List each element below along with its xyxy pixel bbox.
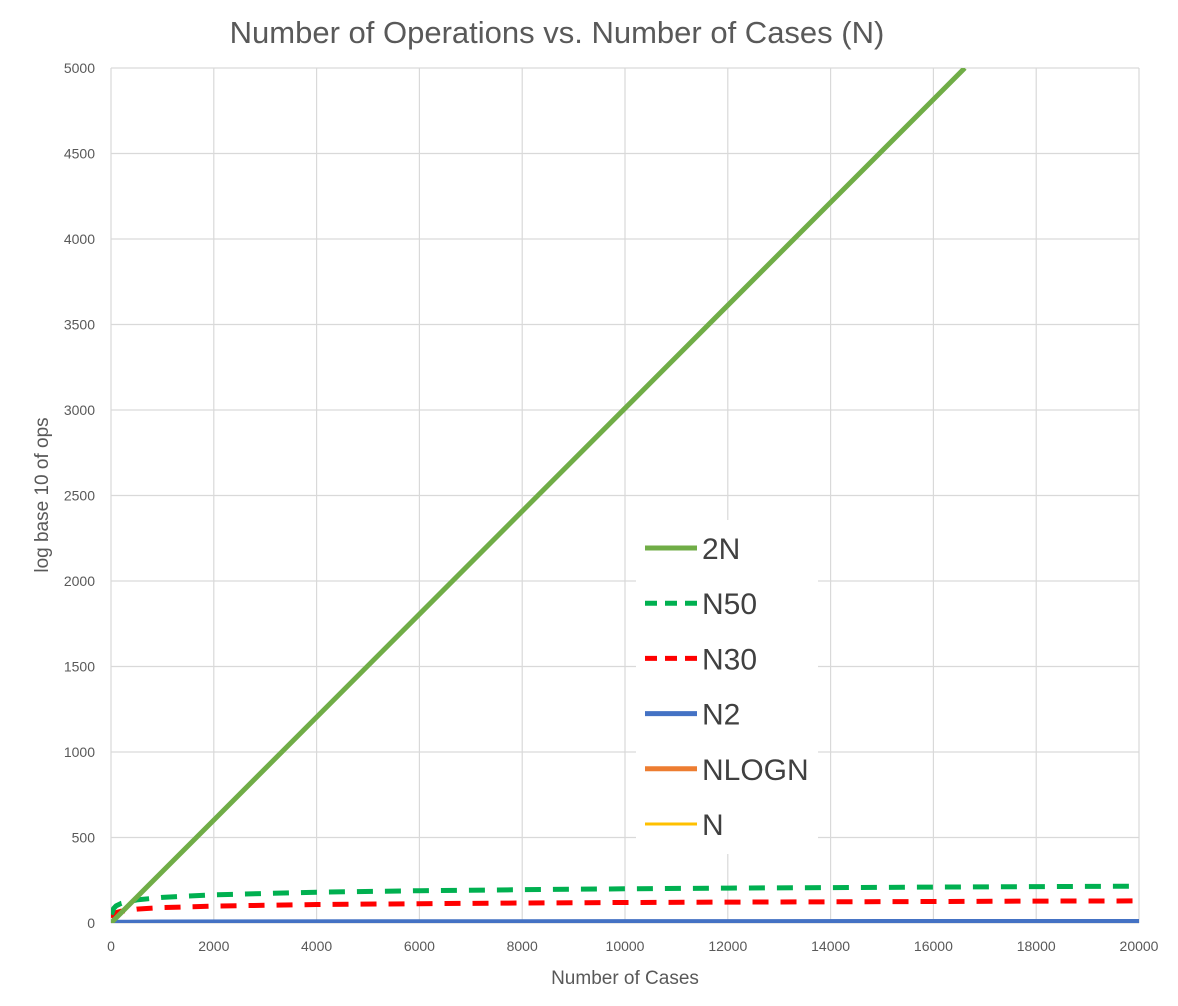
x-tick-label: 0 <box>107 938 115 954</box>
y-tick-label: 5000 <box>64 60 95 76</box>
y-tick-label: 2500 <box>64 488 95 504</box>
x-tick-label: 14000 <box>811 938 850 954</box>
x-tick-label: 8000 <box>507 938 538 954</box>
legend-label-n: N <box>702 809 724 842</box>
y-tick-label: 1000 <box>64 744 95 760</box>
x-tick-label: 16000 <box>914 938 953 954</box>
series-line-2n <box>111 68 967 923</box>
x-tick-label: 20000 <box>1120 938 1159 954</box>
y-tick-label: 1500 <box>64 659 95 675</box>
legend: 2N N50 N30 N2 NLOGN N <box>636 520 818 854</box>
y-axis-ticks: 0 500 1000 1500 2000 2500 3000 3500 4000 4500 5000 <box>64 60 95 931</box>
legend-label-n50: N50 <box>702 588 757 621</box>
series-lines <box>111 68 1139 923</box>
chart-title: Number of Operations vs. Number of Cases… <box>230 15 885 50</box>
x-tick-label: 18000 <box>1017 938 1056 954</box>
legend-label-2n: 2N <box>702 533 740 566</box>
x-tick-label: 10000 <box>606 938 645 954</box>
y-tick-label: 4500 <box>64 146 95 162</box>
x-tick-label: 2000 <box>198 938 229 954</box>
y-tick-label: 3500 <box>64 317 95 333</box>
series-line-n2 <box>111 919 1139 923</box>
y-axis-title: log base 10 of ops <box>32 417 53 572</box>
y-tick-label: 0 <box>87 915 95 931</box>
legend-label-n30: N30 <box>702 643 757 676</box>
y-tick-label: 500 <box>72 830 96 846</box>
x-tick-label: 12000 <box>708 938 747 954</box>
y-tick-label: 4000 <box>64 231 95 247</box>
x-tick-label: 4000 <box>301 938 332 954</box>
x-axis-ticks: 0 2000 4000 6000 8000 10000 12000 14000 16000 180… <box>107 938 1159 954</box>
legend-label-nlogn: NLOGN <box>702 754 809 787</box>
y-tick-label: 2000 <box>64 573 95 589</box>
legend-label-n2: N2 <box>702 699 740 732</box>
y-tick-label: 3000 <box>64 402 95 418</box>
x-axis-title: Number of Cases <box>551 968 699 989</box>
legend-background <box>636 520 818 854</box>
x-tick-label: 6000 <box>404 938 435 954</box>
series-line-n50 <box>111 883 1139 916</box>
grid <box>110 67 1140 924</box>
